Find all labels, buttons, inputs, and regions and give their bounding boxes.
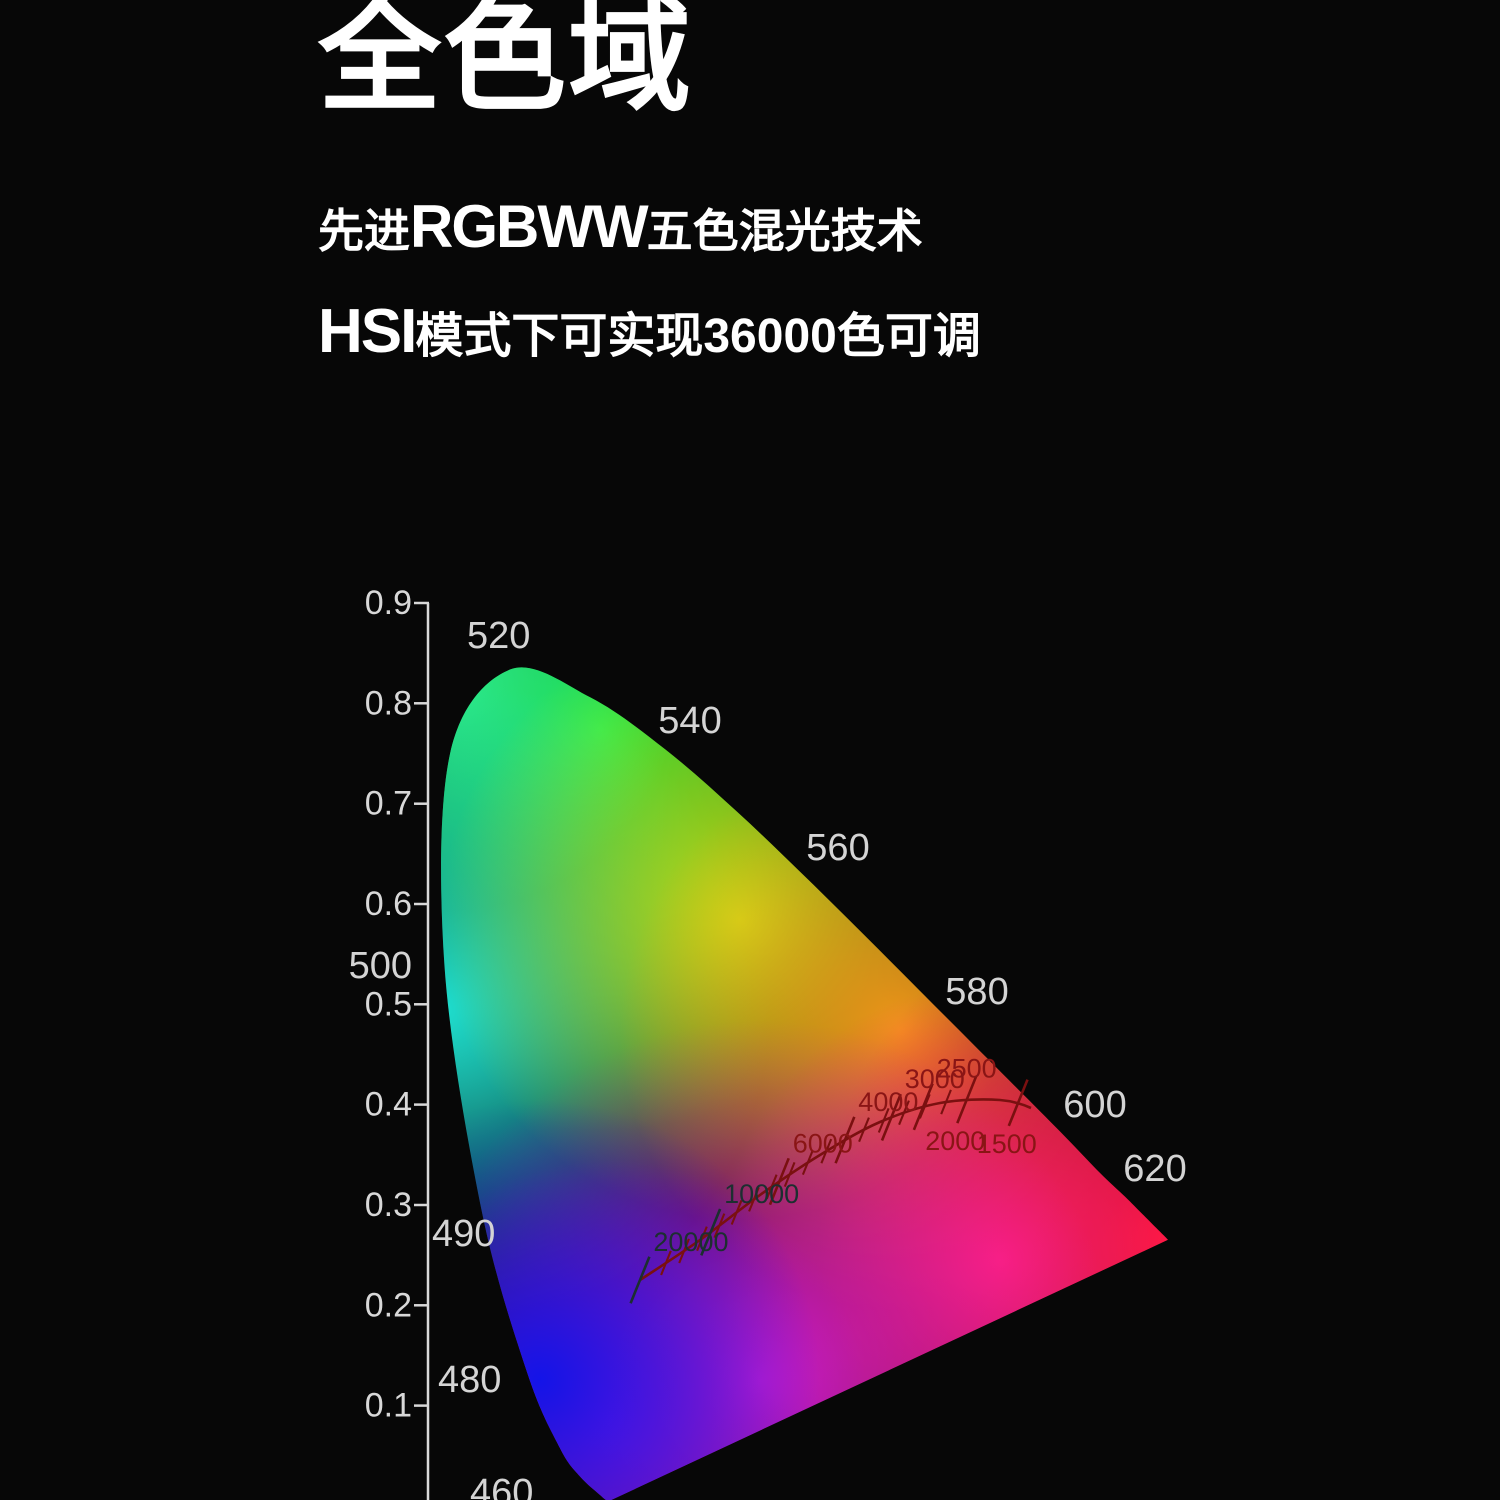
svg-text:20000: 20000: [653, 1227, 728, 1257]
svg-text:490: 490: [432, 1213, 495, 1255]
svg-text:0.2: 0.2: [365, 1286, 412, 1324]
svg-text:10000: 10000: [724, 1179, 799, 1209]
svg-text:2500: 2500: [937, 1054, 997, 1084]
svg-text:1500: 1500: [977, 1129, 1037, 1159]
svg-text:0.1: 0.1: [365, 1387, 412, 1425]
svg-text:580: 580: [945, 971, 1008, 1013]
svg-text:0.5: 0.5: [365, 985, 412, 1023]
svg-text:500: 500: [349, 945, 412, 987]
svg-text:0.8: 0.8: [365, 684, 412, 722]
svg-text:540: 540: [658, 700, 721, 742]
svg-text:560: 560: [806, 827, 869, 869]
svg-text:0.6: 0.6: [365, 885, 412, 923]
svg-text:520: 520: [467, 615, 530, 657]
svg-text:0.7: 0.7: [365, 785, 412, 823]
svg-text:0.4: 0.4: [365, 1086, 412, 1124]
svg-text:0.9: 0.9: [365, 584, 412, 622]
svg-text:460: 460: [470, 1472, 533, 1500]
svg-text:480: 480: [438, 1359, 501, 1401]
svg-text:6000: 6000: [793, 1128, 853, 1158]
svg-text:620: 620: [1123, 1148, 1186, 1190]
svg-text:600: 600: [1063, 1084, 1126, 1126]
svg-text:0.3: 0.3: [365, 1186, 412, 1224]
